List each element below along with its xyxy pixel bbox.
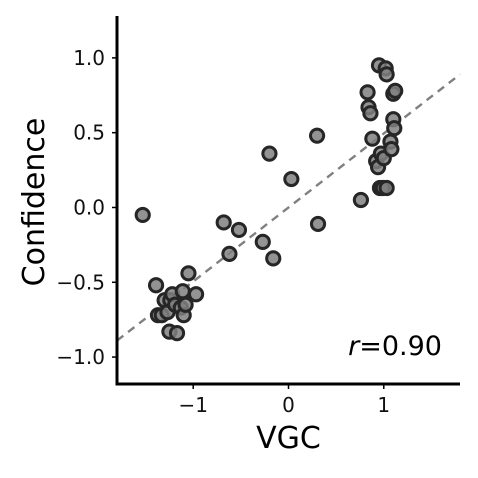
data-point — [254, 233, 271, 250]
y-tick-label: 0.5 — [73, 121, 105, 145]
data-point — [174, 283, 191, 300]
correlation-annotation: r=0.90 — [348, 331, 442, 362]
data-point — [283, 170, 300, 188]
data-point — [134, 206, 151, 224]
y-tick-label: −1.0 — [56, 345, 105, 369]
y-axis-title: Confidence — [17, 118, 52, 287]
y-tick-label: 1.0 — [73, 46, 105, 70]
data-point — [221, 245, 238, 262]
correlation-r-letter: r — [348, 331, 361, 362]
data-point — [309, 215, 327, 233]
data-point — [168, 325, 186, 342]
data-point — [378, 179, 395, 197]
data-point — [378, 66, 395, 83]
correlation-value: =0.90 — [359, 331, 442, 362]
data-point — [230, 221, 248, 239]
data-point — [364, 130, 381, 147]
data-point — [261, 145, 278, 162]
data-point — [177, 296, 194, 313]
data-point — [265, 250, 282, 267]
data-point — [308, 127, 326, 144]
data-point — [187, 286, 205, 303]
data-point — [147, 277, 165, 294]
data-point — [362, 105, 379, 122]
data-point — [352, 191, 370, 209]
x-tick-label: 1 — [377, 393, 390, 417]
y-tick-label: 0.0 — [73, 195, 105, 219]
x-tick-label: −1 — [178, 393, 207, 417]
x-axis-title: VGC — [256, 421, 321, 456]
data-point — [387, 82, 404, 99]
data-point — [386, 120, 403, 137]
data-point — [215, 214, 232, 231]
y-tick-label: −0.5 — [56, 270, 105, 294]
data-point — [359, 84, 376, 101]
data-point — [383, 141, 400, 158]
x-tick-label: 0 — [282, 393, 295, 417]
data-point — [180, 265, 197, 282]
